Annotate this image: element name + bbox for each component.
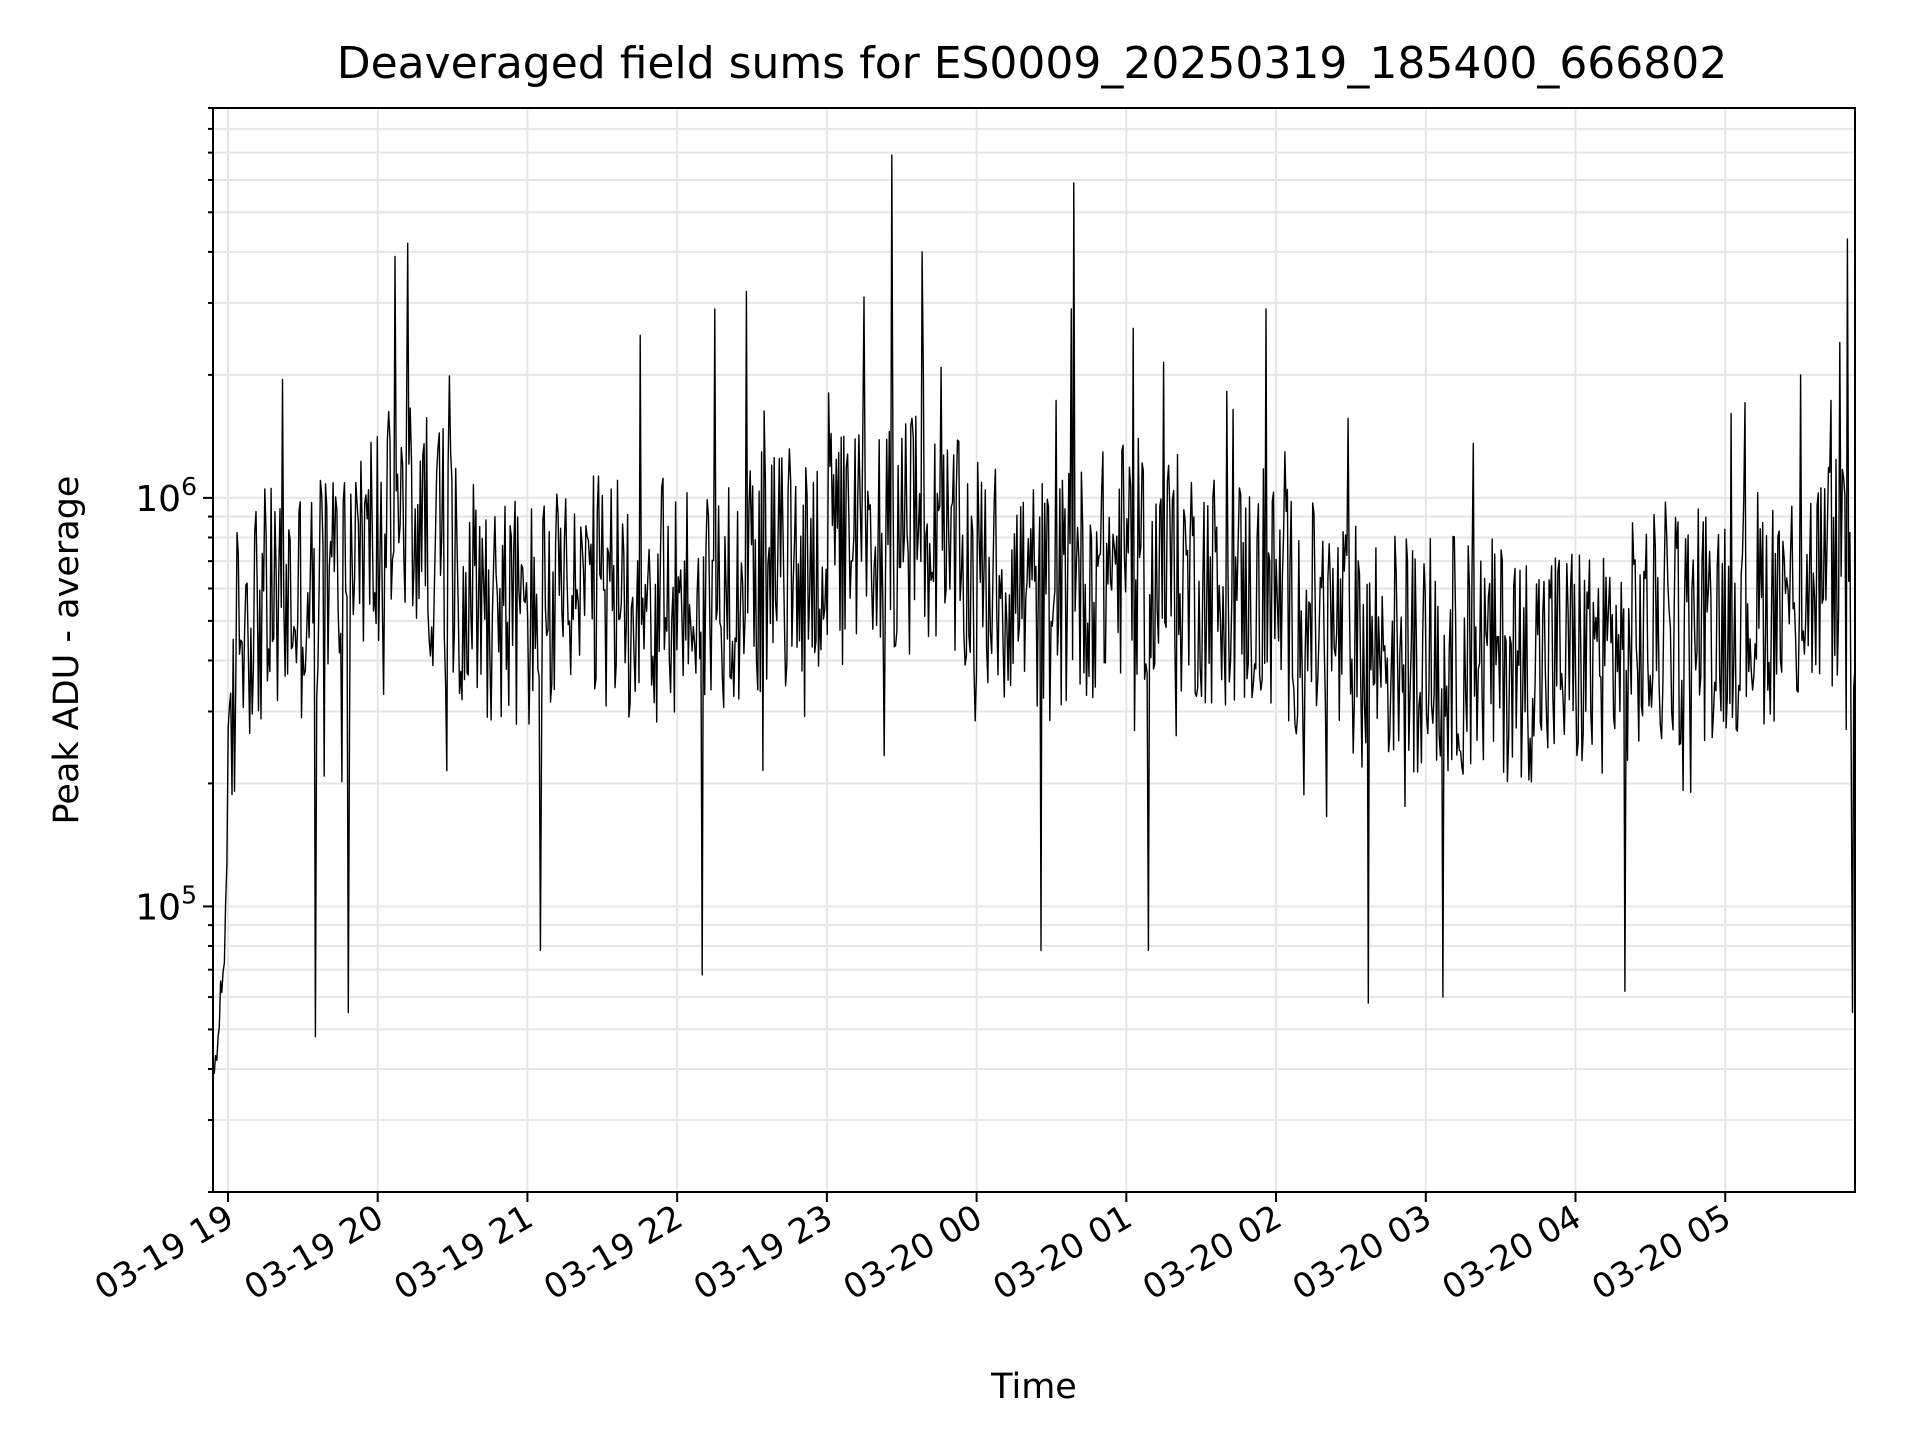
y-tick-label: 106 xyxy=(135,472,197,520)
y-tick-base: 10 xyxy=(135,887,181,928)
plot-frame xyxy=(212,107,1856,1193)
y-tick-exponent: 6 xyxy=(181,472,197,501)
chart-title: Deaveraged field sums for ES0009_2025031… xyxy=(337,38,1728,89)
y-tick-exponent: 5 xyxy=(181,880,197,909)
y-axis-label: Peak ADU - average xyxy=(47,476,87,825)
x-axis-label: Time xyxy=(990,1367,1077,1407)
y-tick-base: 10 xyxy=(135,479,181,520)
y-tick-label: 105 xyxy=(135,880,197,928)
series-line xyxy=(212,154,1856,1074)
series-layer xyxy=(212,154,1856,1074)
